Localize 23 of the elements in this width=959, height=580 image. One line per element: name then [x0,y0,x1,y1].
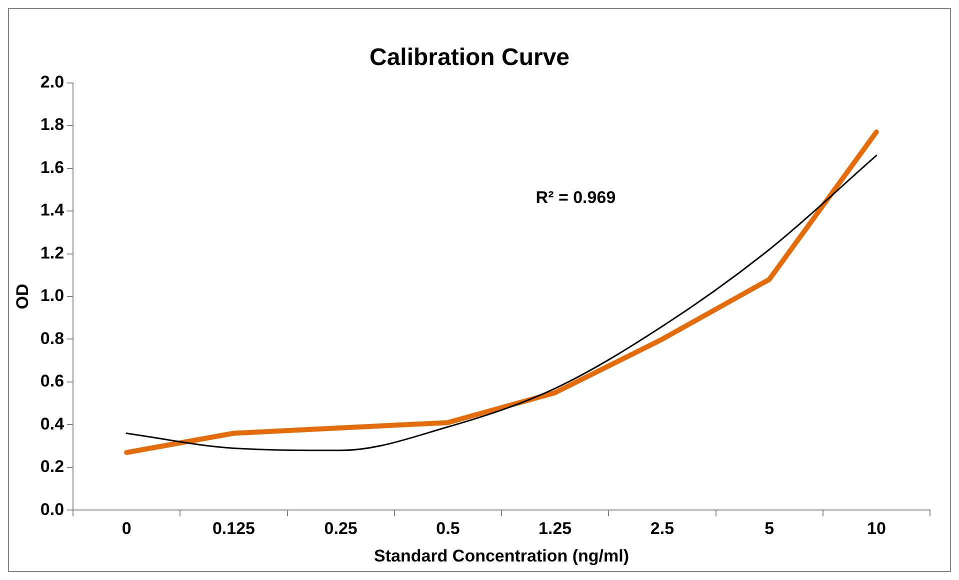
y-tick-label: 1.4 [40,200,65,220]
chart-title: Calibration Curve [369,44,570,72]
y-tick-label: 0.6 [40,372,64,391]
x-tick-label: 0 [122,519,132,538]
y-tick-label: 1.2 [40,243,64,262]
y-tick-label: 0.4 [40,414,65,434]
y-tick-label: 0.0 [40,500,64,519]
y-tick-label: 0.8 [40,328,64,348]
y-tick-label: 1.0 [40,286,64,306]
x-tick-label: 5 [764,519,774,538]
annotation: R² = 0.969 [536,188,616,207]
x-tick-label: 0.25 [324,519,358,538]
y-tick-label: 0.2 [40,457,64,476]
x-tick-label: 10 [866,519,886,538]
x-tick-label: 1.25 [538,519,572,538]
y-tick-label: 1.6 [40,158,64,177]
y-tick-label: 2.0 [40,72,64,92]
x-tick-label: 0.5 [436,519,460,538]
y-axis-title: OD [12,284,32,310]
x-tick-label: 2.5 [650,519,674,538]
y-tick-label: 1.8 [40,115,64,134]
x-tick-label: 0.125 [212,519,255,538]
x-axis-title: Standard Concentration (ng/ml) [374,546,630,566]
